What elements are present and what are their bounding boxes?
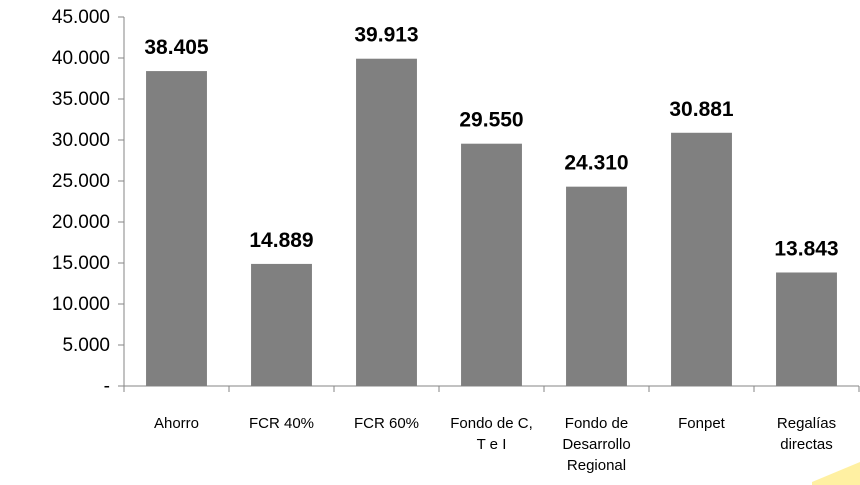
data-label: 39.913 bbox=[354, 24, 418, 47]
x-tick-label: Fonpet bbox=[678, 415, 726, 432]
y-tick-label: 45.000 bbox=[52, 7, 110, 28]
x-tick-label: Ahorro bbox=[154, 415, 199, 432]
y-tick-label: - bbox=[104, 376, 110, 397]
data-label: 38.405 bbox=[144, 36, 209, 59]
y-tick-label: 35.000 bbox=[52, 89, 110, 110]
data-label: 13.843 bbox=[774, 237, 838, 260]
bar bbox=[566, 186, 627, 386]
bar bbox=[461, 143, 522, 386]
y-tick-label: 30.000 bbox=[52, 130, 110, 151]
corner-accent-decoration bbox=[812, 462, 860, 485]
y-tick-label: 25.000 bbox=[52, 171, 110, 192]
data-label: 14.889 bbox=[249, 229, 313, 252]
bar bbox=[776, 272, 837, 386]
data-label: 29.550 bbox=[459, 109, 523, 132]
data-label: 24.310 bbox=[564, 152, 628, 175]
x-tick-label: FCR 40% bbox=[249, 415, 314, 432]
x-tick-label: Fondo de Desarrollo Regional bbox=[562, 415, 630, 474]
bars bbox=[146, 58, 837, 386]
y-axis: - 5.000 10.000 15.000 20.000 25.000 30.000 35.0… bbox=[52, 7, 125, 397]
bar bbox=[671, 132, 732, 386]
x-tick-label: Fondo de C, T e I bbox=[450, 415, 533, 453]
data-label: 30.881 bbox=[669, 98, 734, 121]
x-tick-label: Regalías directas bbox=[777, 415, 836, 453]
x-axis: Ahorro FCR 40% FCR 60% Fondo de C, T e I Fond… bbox=[123, 385, 860, 474]
bar bbox=[356, 58, 417, 386]
bar bbox=[146, 71, 207, 386]
data-labels: 38.405 14.889 39.913 29.550 24.310 30.881 13.8… bbox=[144, 24, 838, 261]
y-tick-label: 10.000 bbox=[52, 294, 110, 315]
bar bbox=[251, 263, 312, 386]
x-tick-label: FCR 60% bbox=[354, 415, 419, 432]
y-tick-label: 15.000 bbox=[52, 253, 110, 274]
y-tick-label: 5.000 bbox=[62, 335, 110, 356]
y-tick-label: 20.000 bbox=[52, 212, 110, 233]
y-tick-label: 40.000 bbox=[52, 48, 110, 69]
